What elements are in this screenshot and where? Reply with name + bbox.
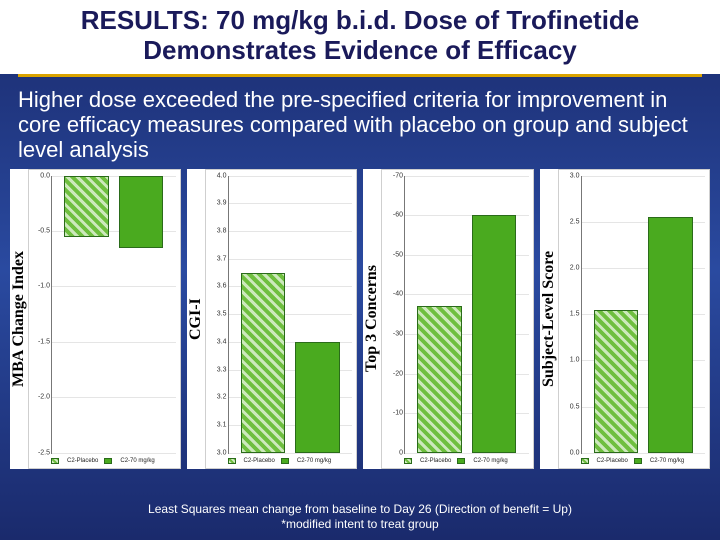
footnote-line-1: Least Squares mean change from baseline … — [0, 502, 720, 517]
bar-placebo — [241, 273, 285, 453]
tick: 3.0 — [570, 172, 582, 179]
tick: 3.7 — [217, 255, 229, 262]
tick: -10 — [393, 410, 405, 417]
panel-subject: 0.00.51.01.52.02.53.0C2-PlaceboC2-70 mg/… — [558, 169, 711, 469]
subtitle: Higher dose exceeded the pre-specified c… — [0, 83, 720, 169]
legend-swatch-placebo — [404, 458, 412, 464]
legend-swatch-placebo — [228, 458, 236, 464]
legend-swatch-drug — [634, 458, 642, 464]
tick: 2.0 — [570, 265, 582, 272]
slide-title: RESULTS: 70 mg/kg b.i.d. Dose of Trofine… — [0, 0, 720, 74]
legend-label-placebo: C2-Placebo — [244, 458, 275, 464]
panel-top3: 0-10-20-30-40-50-60-70 C2-Placebo C2-70 mg… — [381, 169, 534, 469]
bars-mba — [52, 176, 176, 453]
tick: -40 — [393, 291, 405, 298]
tick: 1.0 — [570, 357, 582, 364]
tick: 2.5 — [570, 218, 582, 225]
chart-top3: Top 3 Concerns 0-10-20-30-40-50-60-70 C2-P… — [363, 169, 534, 469]
plot-top3: 0-10-20-30-40-50-60-70 — [404, 176, 529, 454]
tick: 3.6 — [217, 283, 229, 290]
tick: 3.8 — [217, 228, 229, 235]
legend-swatch-placebo — [581, 458, 589, 464]
tick: 3.9 — [217, 200, 229, 207]
tick: 3.1 — [217, 421, 229, 428]
tick: 3.2 — [217, 394, 229, 401]
bar-drug — [472, 215, 516, 452]
legend-label-placebo: C2-Placebo — [420, 458, 451, 464]
tick: -2.0 — [38, 394, 52, 401]
bars-top3 — [405, 176, 529, 453]
tick: -1.0 — [38, 283, 52, 290]
legend-subject: C2-Placebo C2-70 mg/kg — [559, 456, 710, 468]
legend-label-drug: C2-70 mg/kg — [473, 458, 507, 464]
tick: -50 — [393, 251, 405, 258]
footnote: Least Squares mean change from baseline … — [0, 502, 720, 532]
tick: 0.5 — [570, 403, 582, 410]
ylabel-mba: MBA Change Index — [10, 169, 28, 469]
tick: -20 — [393, 370, 405, 377]
legend-swatch-drug — [457, 458, 465, 464]
chart-mba: MBA Change Index-2.5-2.0-1.5-1.0-0.50.0C… — [10, 169, 181, 469]
plot-mba: -2.5-2.0-1.5-1.0-0.50.0 — [51, 176, 176, 454]
tick: 0.0 — [570, 449, 582, 456]
bar-placebo — [417, 306, 461, 452]
tick: 3.0 — [217, 449, 229, 456]
bars-cgii — [229, 176, 353, 453]
tick: 3.5 — [217, 311, 229, 318]
bar-drug — [119, 176, 163, 248]
legend-label-drug: C2-70 mg/kg — [297, 458, 331, 464]
legend-label-placebo: C2-Placebo — [67, 458, 98, 464]
tick: -30 — [393, 330, 405, 337]
panel-mba: -2.5-2.0-1.5-1.0-0.50.0C2-PlaceboC2-70 m… — [28, 169, 181, 469]
ylabel-cgii: CGI-I — [187, 169, 205, 469]
legend-swatch-placebo — [51, 458, 59, 464]
chart-subject: Subject-Level Score0.00.51.01.52.02.53.0… — [540, 169, 711, 469]
tick: 3.3 — [217, 366, 229, 373]
tick: -0.5 — [38, 228, 52, 235]
charts-row: MBA Change Index-2.5-2.0-1.5-1.0-0.50.0C… — [0, 169, 720, 469]
bars-subject — [582, 176, 706, 453]
tick: 0.0 — [40, 172, 52, 179]
bar-placebo — [64, 176, 108, 237]
legend-swatch-drug — [104, 458, 112, 464]
tick: -70 — [393, 172, 405, 179]
footnote-line-2: *modified intent to treat group — [0, 517, 720, 532]
legend-label-drug: C2-70 mg/kg — [650, 458, 684, 464]
tick: -2.5 — [38, 449, 52, 456]
bar-drug — [295, 342, 339, 453]
tick: -60 — [393, 212, 405, 219]
plot-cgii: 3.03.13.23.33.43.53.63.73.83.94.0 — [228, 176, 353, 454]
ylabel-subject: Subject-Level Score — [540, 169, 558, 469]
legend-label-placebo: C2-Placebo — [597, 458, 628, 464]
title-underline — [18, 74, 702, 77]
ylabel-top3: Top 3 Concerns — [363, 169, 381, 469]
legend-top3: C2-Placebo C2-70 mg/kg — [382, 456, 533, 468]
legend-mba: C2-Placebo C2-70 mg/kg — [29, 456, 180, 468]
slide: RESULTS: 70 mg/kg b.i.d. Dose of Trofine… — [0, 0, 720, 540]
title-line-2: Demonstrates Evidence of Efficacy — [10, 36, 710, 66]
title-line-1: RESULTS: 70 mg/kg b.i.d. Dose of Trofine… — [10, 6, 710, 36]
tick: 1.5 — [570, 311, 582, 318]
bar-drug — [648, 217, 692, 452]
tick: 4.0 — [217, 172, 229, 179]
legend-cgii: C2-Placebo C2-70 mg/kg — [206, 456, 357, 468]
chart-cgii: CGI-I3.03.13.23.33.43.53.63.73.83.94.0C2… — [187, 169, 358, 469]
legend-label-drug: C2-70 mg/kg — [120, 458, 154, 464]
legend-swatch-drug — [281, 458, 289, 464]
tick: -1.5 — [38, 338, 52, 345]
bar-placebo — [594, 310, 638, 453]
plot-subject: 0.00.51.01.52.02.53.0 — [581, 176, 706, 454]
tick: 3.4 — [217, 338, 229, 345]
panel-cgii: 3.03.13.23.33.43.53.63.73.83.94.0C2-Plac… — [205, 169, 358, 469]
